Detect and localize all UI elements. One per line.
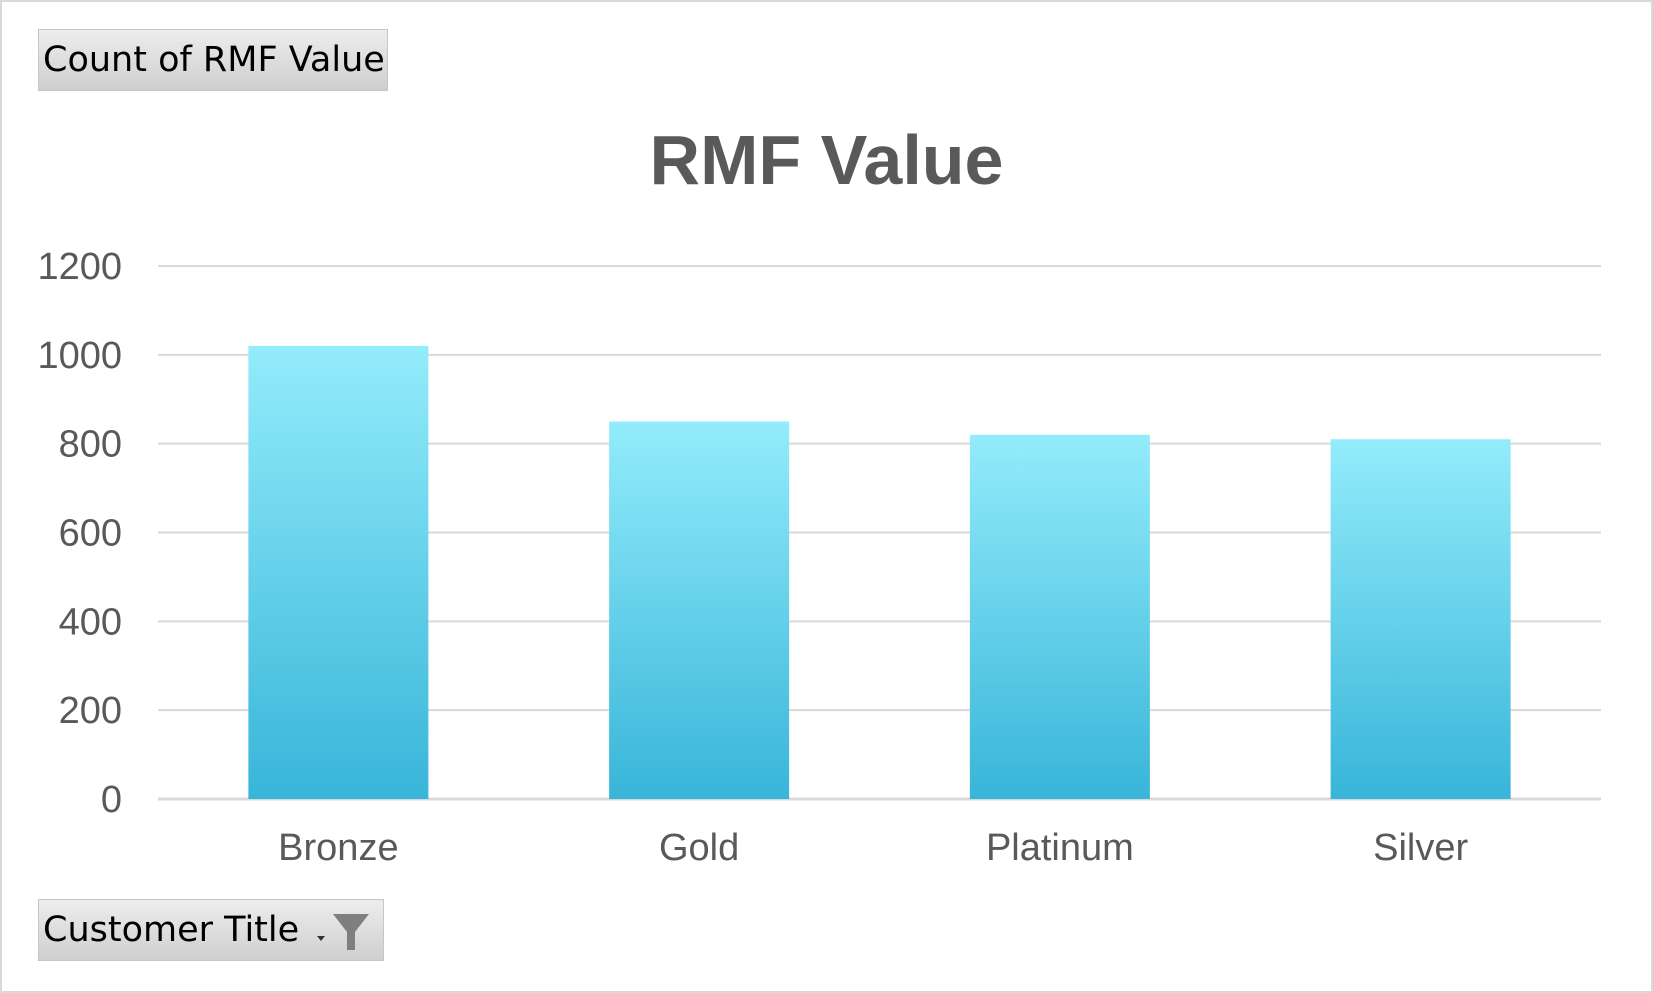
x-tick-label: Gold [659,827,739,869]
x-tick-label: Bronze [278,827,398,869]
dropdown-arrow-icon [317,936,325,941]
filter-dropdown[interactable] [317,912,373,954]
bar-bronze[interactable] [248,345,429,799]
axis-field-label: Customer Title [43,910,300,950]
chart-title: RMF Value [649,121,1004,199]
y-tick-label: 200 [59,690,122,732]
y-tick-label: 1200 [37,246,122,288]
values-field-button[interactable]: Count of RMF Value [38,29,388,91]
y-tick-label: 0 [101,779,122,821]
bar-silver[interactable] [1330,439,1511,799]
x-tick-label: Silver [1373,827,1468,869]
y-tick-label: 800 [59,424,122,466]
x-tick-label: Platinum [986,827,1134,869]
bar-gold[interactable] [609,421,790,799]
axis-field-button[interactable]: Customer Title [38,899,384,961]
y-tick-label: 600 [59,513,122,555]
values-field-label: Count of RMF Value [43,40,385,80]
y-tick-label: 400 [59,601,122,643]
bar-platinum[interactable] [969,434,1150,799]
y-tick-label: 1000 [37,335,122,377]
funnel-filter-icon [333,914,369,950]
